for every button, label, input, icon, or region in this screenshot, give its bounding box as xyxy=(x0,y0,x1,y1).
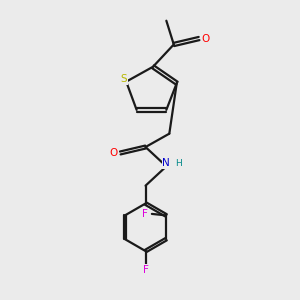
Text: F: F xyxy=(142,209,148,219)
Text: H: H xyxy=(175,160,181,169)
Text: F: F xyxy=(142,265,148,275)
Text: N: N xyxy=(163,158,170,168)
Text: O: O xyxy=(110,148,118,158)
Text: O: O xyxy=(202,34,210,44)
Text: S: S xyxy=(121,74,127,84)
